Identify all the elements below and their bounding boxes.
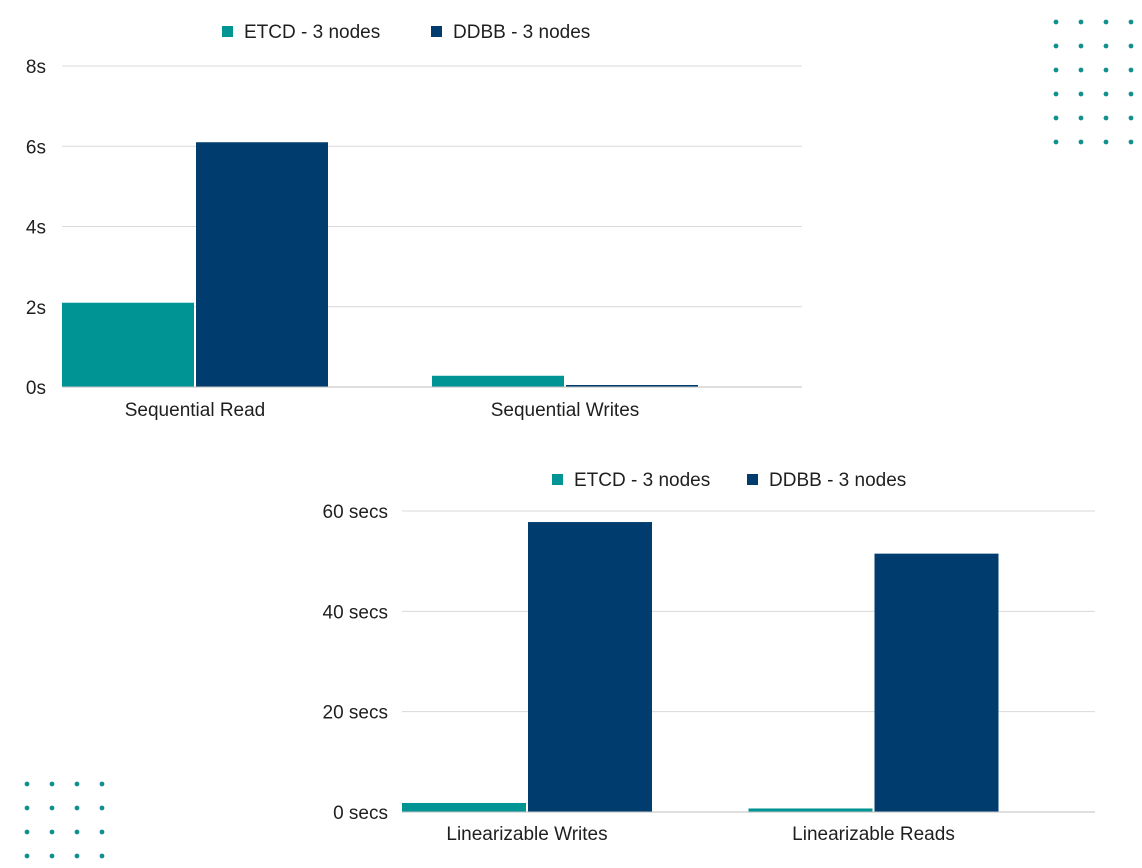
bar-etcd <box>432 375 564 387</box>
y-tick-label: 4s <box>26 218 46 239</box>
decorative-dot <box>1128 43 1134 49</box>
category-label: Linearizable Writes <box>446 824 607 845</box>
legend-label: DDBB - 3 nodes <box>769 470 906 491</box>
bar-ddbb <box>196 142 328 387</box>
decorative-dot <box>1103 43 1109 49</box>
decorative-dot <box>24 853 30 859</box>
decorative-dot <box>99 781 105 787</box>
y-tick-label: 6s <box>26 137 46 158</box>
decorative-dot <box>24 781 30 787</box>
y-tick-label: 60 secs <box>323 502 388 523</box>
decorative-dot <box>1053 91 1059 97</box>
bar-ddbb <box>528 522 652 812</box>
y-tick-label: 20 secs <box>323 703 388 724</box>
decorative-dot <box>1103 19 1109 25</box>
decorative-dot <box>1128 67 1134 73</box>
decorative-dot <box>1053 67 1059 73</box>
decorative-dot <box>49 829 55 835</box>
legend-swatch-etcd <box>222 26 233 37</box>
category-label: Sequential Read <box>125 400 266 421</box>
y-tick-label: 2s <box>26 298 46 319</box>
decorative-dot <box>1053 139 1059 145</box>
decorative-dot <box>1128 139 1134 145</box>
legend-label: ETCD - 3 nodes <box>574 470 710 491</box>
decorative-dot <box>1128 19 1134 25</box>
legend-label: ETCD - 3 nodes <box>244 22 380 43</box>
decorative-dot <box>49 781 55 787</box>
category-label: Linearizable Reads <box>792 824 955 845</box>
y-tick-label: 40 secs <box>323 602 388 623</box>
y-tick-label: 0 secs <box>333 803 388 824</box>
decorative-dot <box>1053 43 1059 49</box>
y-tick-label: 0s <box>26 378 46 399</box>
decorative-dot <box>99 805 105 811</box>
legend-swatch-etcd <box>552 474 563 485</box>
decorative-dot <box>1103 115 1109 121</box>
decorative-dot <box>74 853 80 859</box>
bar-ddbb <box>874 553 999 812</box>
decorative-dot <box>1128 115 1134 121</box>
decorative-dot <box>49 805 55 811</box>
bar-etcd <box>748 808 873 812</box>
decorative-dot <box>1078 67 1084 73</box>
decorative-dot <box>1103 67 1109 73</box>
decorative-dot <box>1128 91 1134 97</box>
decorative-dot <box>1103 139 1109 145</box>
legend-swatch-ddbb <box>747 474 758 485</box>
decorative-dot <box>24 829 30 835</box>
decorative-dot <box>1078 91 1084 97</box>
decorative-dot <box>1053 19 1059 25</box>
bar-ddbb <box>566 384 698 387</box>
decorative-dot <box>74 829 80 835</box>
bar-etcd <box>62 302 194 387</box>
decorative-dot <box>1078 139 1084 145</box>
decorative-dot <box>1078 43 1084 49</box>
decorative-dot <box>1078 19 1084 25</box>
decorative-dot <box>49 853 55 859</box>
legend-swatch-ddbb <box>431 26 442 37</box>
decorative-dot <box>1103 91 1109 97</box>
decorative-dot <box>74 805 80 811</box>
y-tick-label: 8s <box>26 57 46 78</box>
chart-sequential: 0s 2s 4s 6s 8s Sequential Read Sequential Writ… <box>26 22 802 421</box>
decorative-dot <box>99 853 105 859</box>
category-label: Sequential Writes <box>491 400 640 421</box>
decorative-dot <box>1078 115 1084 121</box>
decorative-dot <box>24 805 30 811</box>
legend-label: DDBB - 3 nodes <box>453 22 590 43</box>
decorative-dots <box>24 19 1134 859</box>
chart-linearizable: 0 secs 20 secs 40 secs 60 secs Linearizable … <box>323 470 1095 845</box>
decorative-dot <box>1053 115 1059 121</box>
decorative-dot <box>99 829 105 835</box>
bar-etcd <box>402 802 526 812</box>
decorative-dot <box>74 781 80 787</box>
